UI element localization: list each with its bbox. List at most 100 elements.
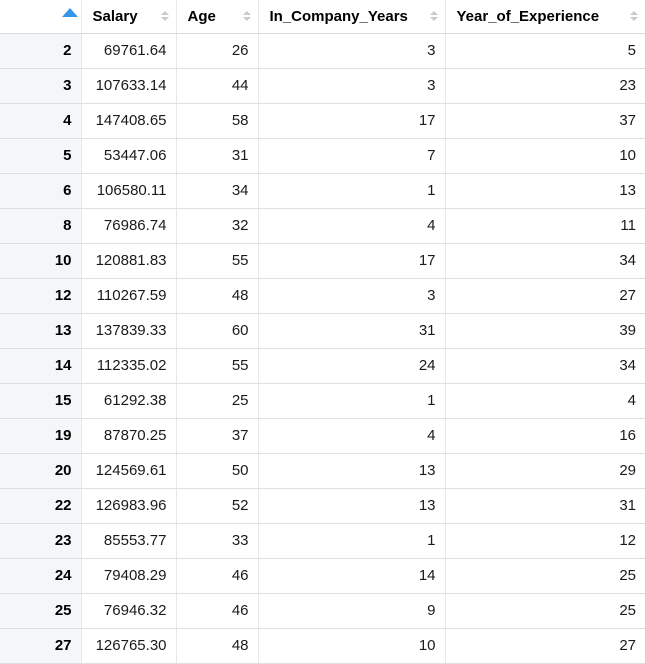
table-row[interactable]: 4 147408.65 58 17 37 <box>0 103 645 139</box>
column-header-in-company-years[interactable]: In_Company_Years <box>257 0 445 34</box>
table-row[interactable]: 3 107633.14 44 3 23 <box>0 68 645 104</box>
age-cell: 48 <box>175 278 258 314</box>
table-row[interactable]: 13 137839.33 60 31 39 <box>0 313 645 349</box>
table-row[interactable]: 12 110267.59 48 3 27 <box>0 278 645 314</box>
table-row[interactable]: 19 87870.25 37 4 16 <box>0 418 645 454</box>
salary-cell: 53447.06 <box>80 138 176 174</box>
in-company-years-cell: 3 <box>257 68 445 104</box>
year-of-experience-cell: 16 <box>444 418 645 454</box>
sort-toggle-icon <box>429 11 438 22</box>
column-header-salary[interactable]: Salary <box>80 0 176 34</box>
year-of-experience-cell: 25 <box>444 558 645 594</box>
column-header-rownames[interactable] <box>0 0 81 34</box>
salary-cell: 107633.14 <box>80 68 176 104</box>
in-company-years-cell: 7 <box>257 138 445 174</box>
year-of-experience-cell: 34 <box>444 243 645 279</box>
table-row[interactable]: 24 79408.29 46 14 25 <box>0 558 645 594</box>
table-body: 2 69761.64 26 3 5 3 107633.14 44 3 23 4 … <box>0 33 645 664</box>
year-of-experience-cell: 29 <box>444 453 645 489</box>
row-label-cell: 20 <box>0 453 81 489</box>
table-row[interactable]: 14 112335.02 55 24 34 <box>0 348 645 384</box>
year-of-experience-cell: 37 <box>444 103 645 139</box>
year-of-experience-cell: 31 <box>444 488 645 524</box>
year-of-experience-cell: 34 <box>444 348 645 384</box>
in-company-years-cell: 1 <box>257 523 445 559</box>
row-label-cell: 4 <box>0 103 81 139</box>
age-cell: 58 <box>175 103 258 139</box>
in-company-years-cell: 1 <box>257 173 445 209</box>
age-cell: 25 <box>175 383 258 419</box>
year-of-experience-cell: 12 <box>444 523 645 559</box>
year-of-experience-cell: 39 <box>444 313 645 349</box>
row-label-cell: 19 <box>0 418 81 454</box>
salary-cell: 126765.30 <box>80 628 176 664</box>
age-cell: 60 <box>175 313 258 349</box>
salary-cell: 76946.32 <box>80 593 176 629</box>
age-cell: 34 <box>175 173 258 209</box>
row-label-cell: 22 <box>0 488 81 524</box>
year-of-experience-cell: 27 <box>444 628 645 664</box>
year-of-experience-cell: 23 <box>444 68 645 104</box>
in-company-years-cell: 14 <box>257 558 445 594</box>
salary-cell: 110267.59 <box>80 278 176 314</box>
in-company-years-cell: 4 <box>257 208 445 244</box>
year-of-experience-cell: 27 <box>444 278 645 314</box>
row-label-cell: 24 <box>0 558 81 594</box>
sort-toggle-icon <box>160 11 169 22</box>
year-of-experience-cell: 13 <box>444 173 645 209</box>
table-row[interactable]: 22 126983.96 52 13 31 <box>0 488 645 524</box>
in-company-years-cell: 17 <box>257 243 445 279</box>
salary-cell: 61292.38 <box>80 383 176 419</box>
in-company-years-cell: 24 <box>257 348 445 384</box>
salary-cell: 79408.29 <box>80 558 176 594</box>
in-company-years-cell: 17 <box>257 103 445 139</box>
table-row[interactable]: 5 53447.06 31 7 10 <box>0 138 645 174</box>
row-label-cell: 5 <box>0 138 81 174</box>
age-cell: 26 <box>175 33 258 69</box>
row-label-cell: 27 <box>0 628 81 664</box>
in-company-years-cell: 3 <box>257 33 445 69</box>
row-label-cell: 25 <box>0 593 81 629</box>
salary-cell: 120881.83 <box>80 243 176 279</box>
table-row[interactable]: 6 106580.11 34 1 13 <box>0 173 645 209</box>
row-label-cell: 12 <box>0 278 81 314</box>
table-row[interactable]: 27 126765.30 48 10 27 <box>0 628 645 664</box>
salary-cell: 106580.11 <box>80 173 176 209</box>
salary-cell: 137839.33 <box>80 313 176 349</box>
column-header-label: In_Company_Years <box>269 7 408 25</box>
table-row[interactable]: 25 76946.32 46 9 25 <box>0 593 645 629</box>
row-label-cell: 3 <box>0 68 81 104</box>
age-cell: 52 <box>175 488 258 524</box>
age-cell: 32 <box>175 208 258 244</box>
table-row[interactable]: 10 120881.83 55 17 34 <box>0 243 645 279</box>
column-header-label: Salary <box>92 7 138 25</box>
table-header: Salary Age In_Company_Years Year_of_Expe… <box>0 0 645 34</box>
table-row[interactable]: 15 61292.38 25 1 4 <box>0 383 645 419</box>
table-row[interactable]: 23 85553.77 33 1 12 <box>0 523 645 559</box>
in-company-years-cell: 1 <box>257 383 445 419</box>
table-row[interactable]: 8 76986.74 32 4 11 <box>0 208 645 244</box>
row-label-cell: 10 <box>0 243 81 279</box>
age-cell: 50 <box>175 453 258 489</box>
salary-cell: 126983.96 <box>80 488 176 524</box>
column-header-year-of-experience[interactable]: Year_of_Experience <box>444 0 645 34</box>
age-cell: 55 <box>175 243 258 279</box>
row-label-cell: 13 <box>0 313 81 349</box>
in-company-years-cell: 3 <box>257 278 445 314</box>
age-cell: 46 <box>175 593 258 629</box>
row-label-cell: 15 <box>0 383 81 419</box>
in-company-years-cell: 4 <box>257 418 445 454</box>
age-cell: 44 <box>175 68 258 104</box>
salary-cell: 76986.74 <box>80 208 176 244</box>
age-cell: 37 <box>175 418 258 454</box>
age-cell: 46 <box>175 558 258 594</box>
year-of-experience-cell: 25 <box>444 593 645 629</box>
row-label-cell: 6 <box>0 173 81 209</box>
salary-cell: 87870.25 <box>80 418 176 454</box>
table-row[interactable]: 2 69761.64 26 3 5 <box>0 33 645 69</box>
in-company-years-cell: 10 <box>257 628 445 664</box>
table-row[interactable]: 20 124569.61 50 13 29 <box>0 453 645 489</box>
column-header-age[interactable]: Age <box>175 0 258 34</box>
sort-toggle-icon <box>630 11 638 22</box>
sort-ascending-icon <box>61 8 78 17</box>
